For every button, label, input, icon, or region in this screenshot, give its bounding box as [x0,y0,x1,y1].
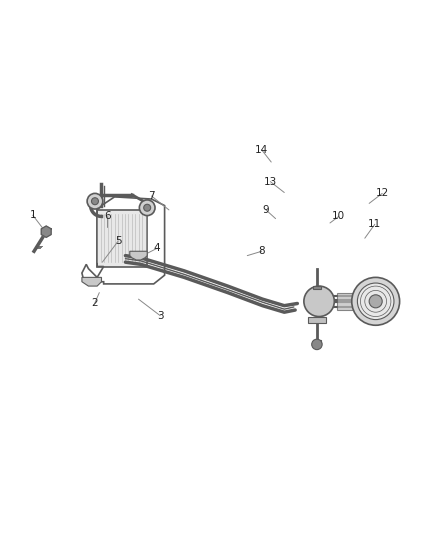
Text: 14: 14 [255,145,268,155]
Circle shape [139,200,155,215]
Polygon shape [82,277,102,286]
Circle shape [352,277,399,325]
Circle shape [144,204,151,211]
Polygon shape [97,210,147,266]
Text: 1: 1 [29,210,36,220]
Text: 9: 9 [263,205,269,215]
Circle shape [304,286,334,317]
Polygon shape [308,317,325,323]
Text: 2: 2 [92,297,98,308]
Text: 6: 6 [104,211,110,221]
Polygon shape [313,341,321,344]
Polygon shape [41,226,51,237]
Circle shape [357,283,394,320]
Text: 12: 12 [375,188,389,198]
Text: 13: 13 [264,176,277,187]
Text: 5: 5 [115,236,121,246]
Text: 3: 3 [157,311,163,321]
Polygon shape [313,286,321,289]
Text: 4: 4 [154,243,160,253]
Circle shape [92,198,99,205]
Circle shape [369,295,382,308]
Text: 7: 7 [148,191,155,201]
Text: 8: 8 [258,246,265,256]
Polygon shape [336,293,363,310]
Circle shape [312,339,322,350]
Text: 11: 11 [368,219,381,229]
Circle shape [87,193,103,209]
Text: 10: 10 [332,212,345,221]
Polygon shape [130,251,147,260]
